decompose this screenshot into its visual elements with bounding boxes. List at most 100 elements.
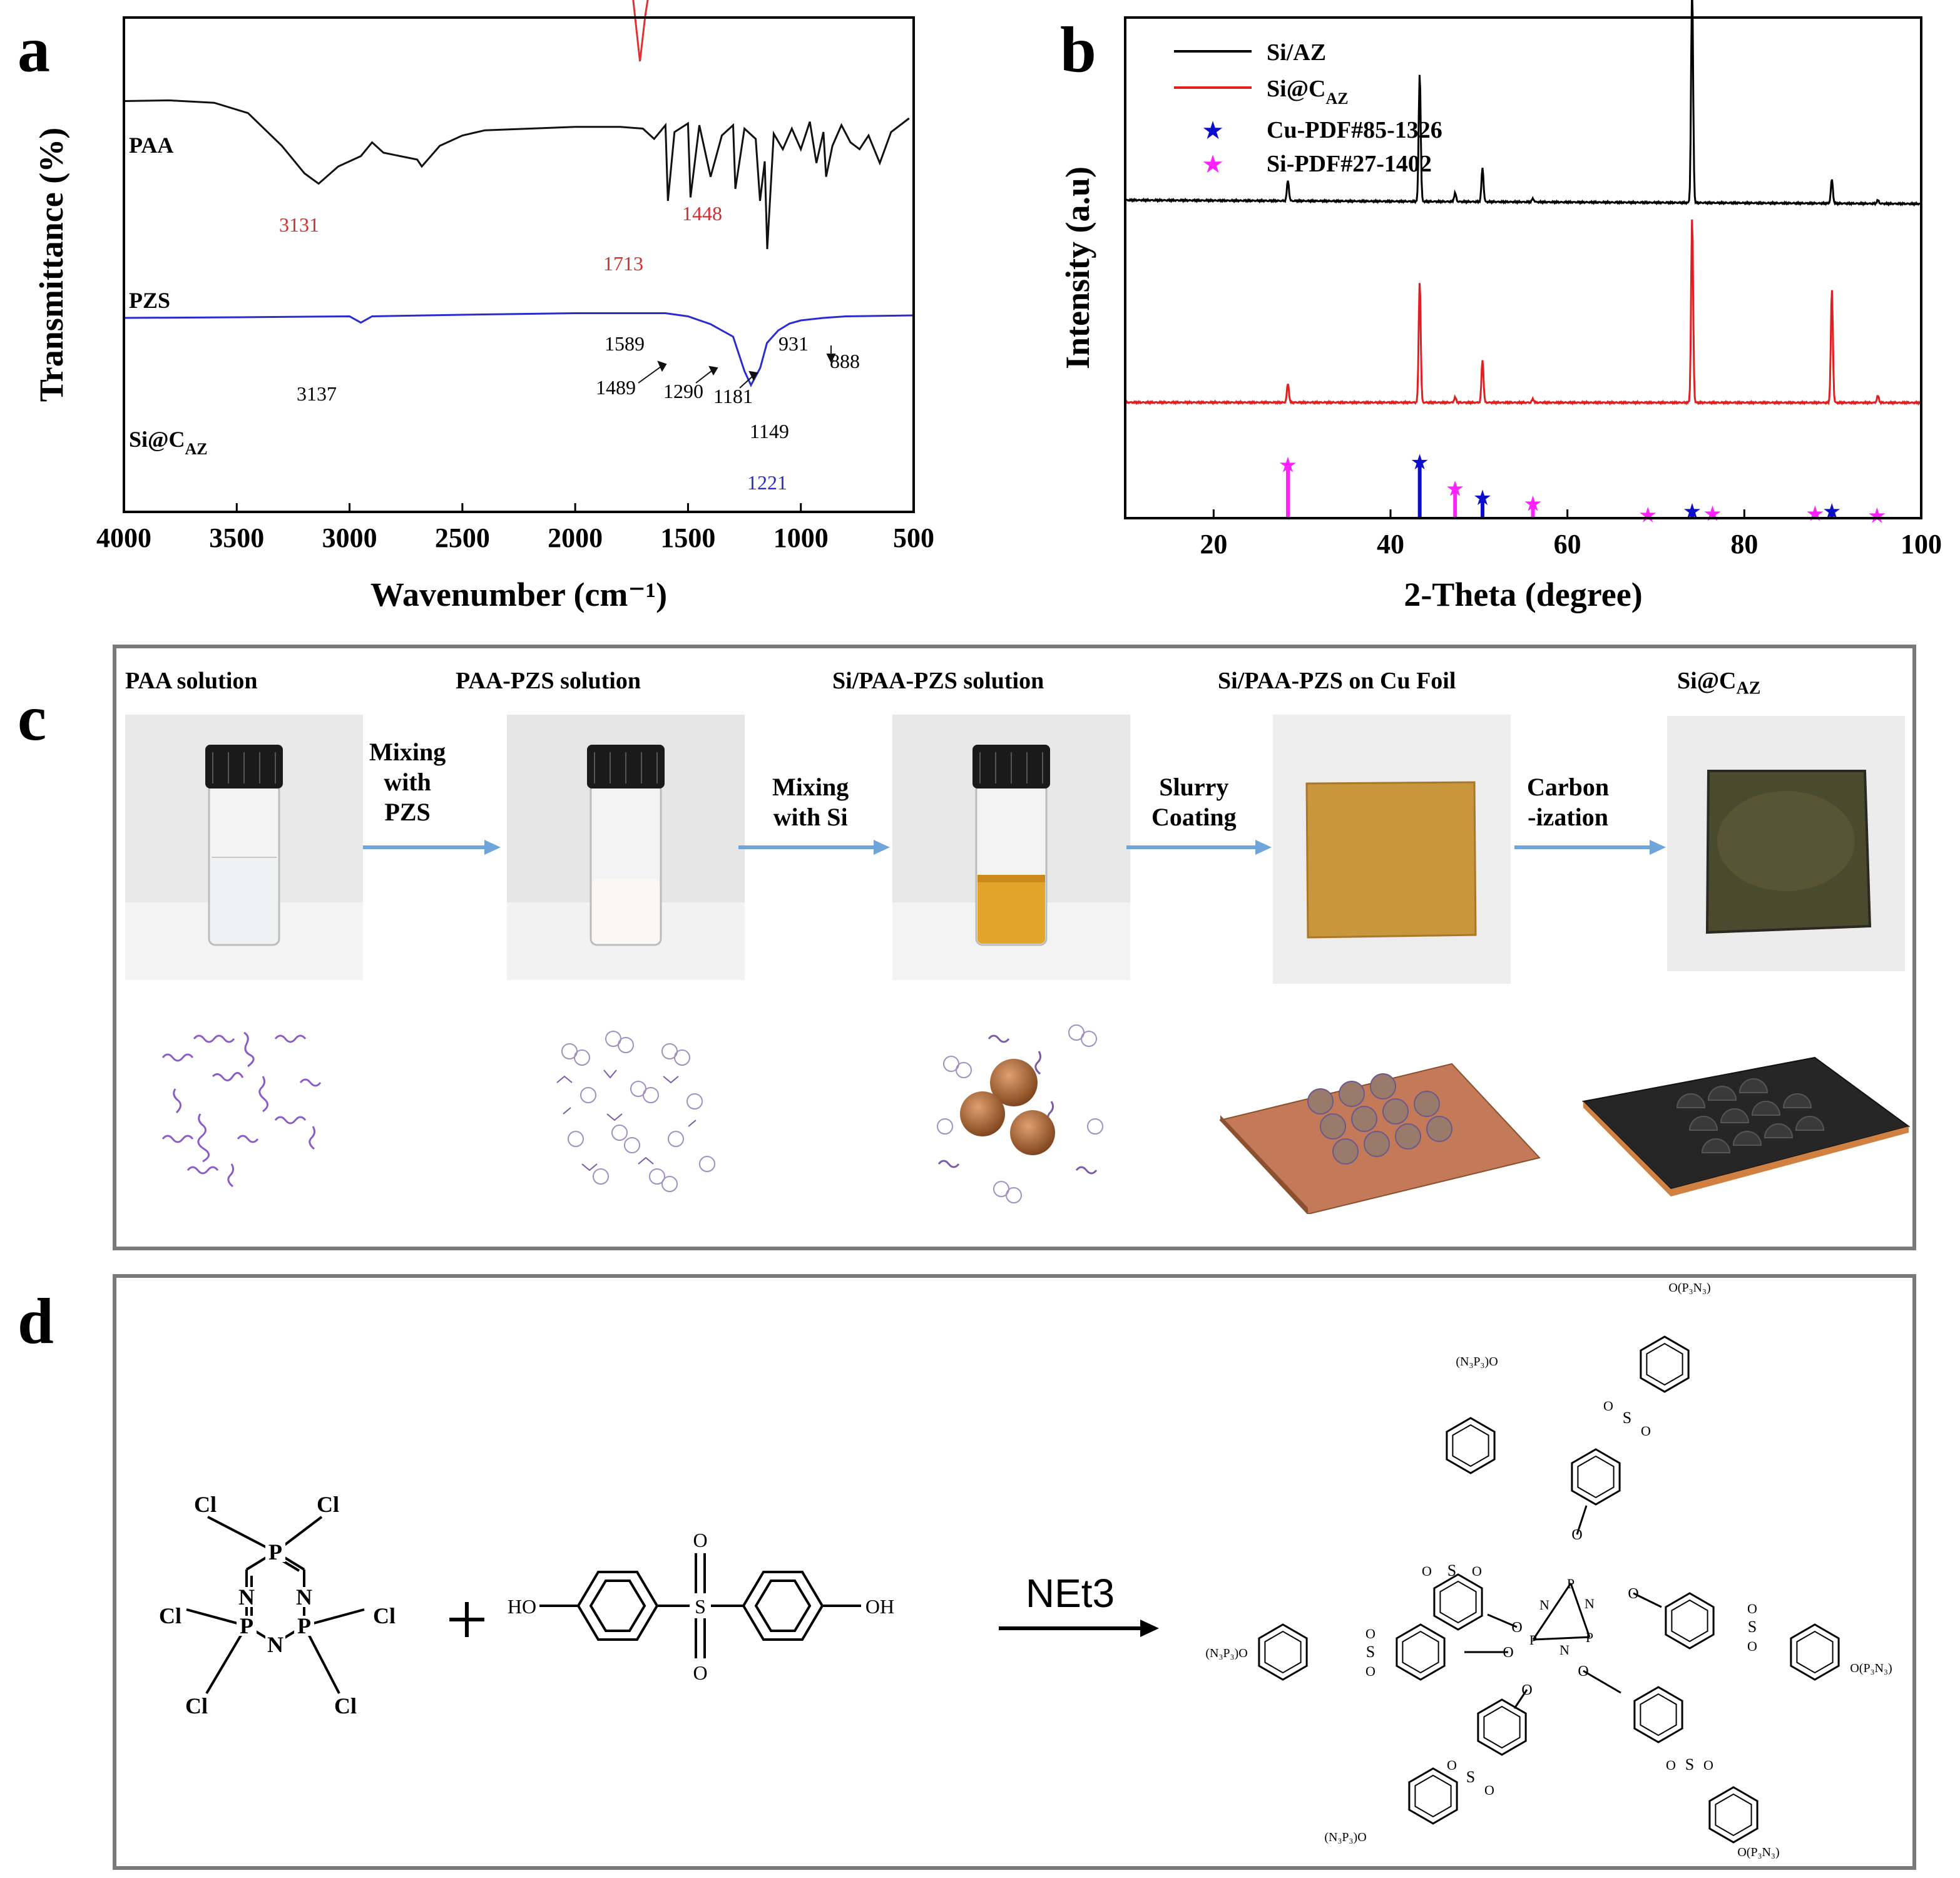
legend-star-si: ★ xyxy=(1202,150,1224,178)
panel-label-d: d xyxy=(18,1285,54,1357)
bond xyxy=(1658,1714,1690,1765)
atom-p-right: P xyxy=(297,1613,311,1638)
benzene-inner xyxy=(1483,1705,1521,1749)
benzene-inner xyxy=(1646,1342,1683,1386)
product-s: S xyxy=(1447,1561,1456,1579)
xrd-ref-star: ★ xyxy=(1446,478,1464,501)
label-s: S xyxy=(695,1595,706,1618)
benzene-ring xyxy=(1258,1623,1308,1681)
legend-label-sicaz: Si@CAZ xyxy=(1267,76,1349,108)
arrow-label-3: Slurry Coating xyxy=(1151,773,1237,831)
atom-cl-5: Cl xyxy=(185,1693,208,1718)
reaction-condition: NEt3 xyxy=(1026,1571,1115,1616)
xrd-ylabel: Intensity (a.u) xyxy=(1059,166,1096,369)
atom-n-left: N xyxy=(238,1585,255,1610)
xrd-series-sicaz xyxy=(1124,219,1922,406)
legend-label-si: Si-PDF#27-1402 xyxy=(1267,151,1432,177)
plus-sign: + xyxy=(446,1578,488,1661)
benzene-inner xyxy=(1402,1630,1439,1674)
xrd-series-siaz xyxy=(1125,0,1922,207)
benzene-inner xyxy=(1671,1599,1708,1643)
product-o: O xyxy=(1641,1423,1651,1439)
ftir-peak-annotations: 3131 1713 1448 3137 1589 1489 1290 1181 … xyxy=(279,202,860,494)
benzene-ring xyxy=(1571,1448,1621,1506)
step-title-paa-pzs: PAA-PZS solution xyxy=(456,668,641,694)
benzene-inner xyxy=(1414,1774,1452,1818)
schematic-paa-chains xyxy=(161,1031,322,1188)
product-s: S xyxy=(1623,1409,1631,1427)
benzene-ring xyxy=(1790,1623,1840,1681)
product-o: O xyxy=(1484,1782,1494,1798)
panel-label-b: b xyxy=(1060,14,1096,86)
ftir-series-pzs xyxy=(123,99,910,250)
bond xyxy=(1583,1670,1621,1694)
product-o: O xyxy=(1571,1527,1582,1543)
bond xyxy=(1570,1583,1591,1638)
product-o: O xyxy=(1365,1626,1376,1641)
product-n: N xyxy=(1539,1597,1549,1613)
reaction-scheme: P N N P P N Cl Cl Cl Cl Cl Cl + HO OH S … xyxy=(159,1281,1892,1859)
xrd-ref-star: ★ xyxy=(1683,501,1702,524)
xrd-legend: Si/AZ Si@CAZ ★ Cu-PDF#85-1326 ★ Si-PDF#2… xyxy=(1174,39,1442,178)
ftir-annot-1149: 1149 xyxy=(750,420,789,442)
schematic-coated-foil xyxy=(1219,1063,1541,1214)
step-title-sicaz: Si@CAZ xyxy=(1677,668,1761,698)
product-p: P xyxy=(1567,1576,1575,1591)
bond xyxy=(1595,1417,1628,1477)
xrd-ref-star: ★ xyxy=(1822,501,1841,524)
product-end-group: (N₃P₃)O xyxy=(1456,1355,1498,1369)
product-s: S xyxy=(1366,1643,1375,1661)
schematic-carbonized-foil xyxy=(1581,1056,1911,1197)
step-title-si-paa-pzs: Si/PAA-PZS solution xyxy=(832,668,1044,694)
atom-n-right: N xyxy=(296,1585,312,1610)
bond xyxy=(1513,1689,1528,1709)
benzene-ring xyxy=(1640,1335,1690,1393)
ftir-frame xyxy=(123,16,915,513)
schematic-paa-pzs xyxy=(556,1031,715,1192)
atom-n-bottom: N xyxy=(267,1632,283,1657)
atom-p-top: P xyxy=(268,1539,282,1564)
atom-cl-1: Cl xyxy=(194,1492,217,1517)
product-end-group: O(P₃N₃) xyxy=(1737,1845,1779,1859)
benzene-ring xyxy=(1633,1686,1683,1743)
benzene-ring xyxy=(1708,1786,1758,1844)
product-s: S xyxy=(1466,1768,1475,1786)
step-title-paa: PAA solution xyxy=(125,668,258,694)
product-end-group: O(P₃N₃) xyxy=(1850,1661,1892,1675)
step-title-cu-foil: Si/PAA-PZS on Cu Foil xyxy=(1218,668,1456,694)
product-o: O xyxy=(1422,1563,1432,1579)
benzene-ring xyxy=(1433,1573,1483,1631)
legend-star-cu: ★ xyxy=(1202,116,1224,145)
legend-label-cu: Cu-PDF#85-1326 xyxy=(1267,117,1442,143)
photo-carbonized-electrode xyxy=(1667,716,1905,971)
benzene-ring xyxy=(1408,1767,1458,1825)
product-o: O xyxy=(1603,1398,1613,1414)
xrd-ref-star: ★ xyxy=(1867,504,1886,528)
bond xyxy=(1533,1636,1590,1641)
xrd-xtick-label: 80 xyxy=(1730,529,1758,559)
ftir-annot-1489: 1489 xyxy=(596,376,636,399)
benzene-inner xyxy=(1264,1630,1302,1674)
product-o: O xyxy=(1365,1663,1376,1679)
ftir-annot-1181: 1181 xyxy=(713,385,753,407)
panel-c-frame xyxy=(113,645,1916,1250)
xrd-ref-star: ★ xyxy=(1638,504,1657,527)
xrd-ref-star: ★ xyxy=(1473,487,1492,510)
product-o: O xyxy=(1747,1638,1757,1654)
panel-d-frame xyxy=(113,1274,1916,1870)
benzene-inner xyxy=(1439,1580,1477,1624)
ftir-xtick-label: 3500 xyxy=(209,523,264,553)
xrd-xtick-label: 100 xyxy=(1901,529,1942,559)
ftir-annot-888: 888 xyxy=(830,350,860,372)
xrd-xtick-label: 40 xyxy=(1377,529,1404,559)
photo-si-paa-pzs-vial xyxy=(892,715,1130,980)
atom-cl-3: Cl xyxy=(159,1603,181,1628)
bond xyxy=(1689,1620,1753,1628)
xrd-xtick-label: 20 xyxy=(1200,529,1227,559)
ftir-xtick-label: 1500 xyxy=(660,523,715,553)
bond xyxy=(1633,1592,1662,1608)
photo-cu-foil xyxy=(1273,715,1511,984)
ftir-chart: 4000 3500 3000 2500 2000 1500 1000 500 Wavenumb… xyxy=(33,0,934,613)
product-s: S xyxy=(1748,1618,1757,1636)
